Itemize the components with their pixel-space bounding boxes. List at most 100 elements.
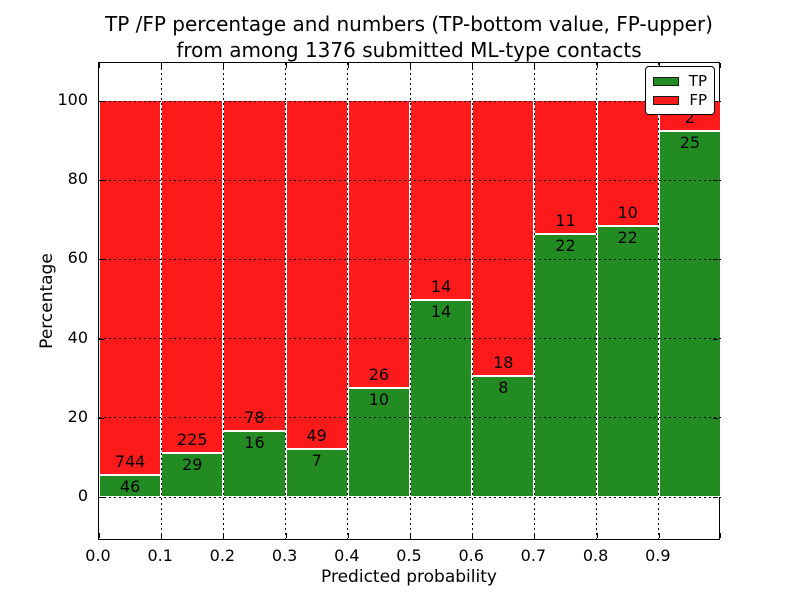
chart-legend: TP FP — [645, 66, 715, 115]
bar-label-tp: 29 — [182, 454, 203, 474]
tick-mark — [713, 101, 718, 102]
tick-mark — [658, 533, 660, 538]
bar-segment-fp — [534, 101, 597, 233]
tick-mark — [410, 533, 411, 538]
bar-label-tp: 10 — [368, 390, 390, 409]
bar-label-fp: 49 — [306, 425, 327, 445]
chart-title: TP /FP percentage and numbers (TP-bottom… — [105, 12, 713, 36]
x-tick-label: 0.1 — [147, 546, 173, 565]
tick-mark — [472, 63, 474, 68]
y-tick-label: 20 — [67, 406, 88, 426]
y-axis-label: Percentage — [37, 253, 57, 349]
y-tick-label: 80 — [67, 169, 88, 189]
tick-mark — [410, 63, 411, 68]
bar-label-tp: 22 — [617, 227, 638, 247]
bar-segment-fp — [410, 101, 473, 299]
bar-label-fp: 14 — [430, 277, 452, 296]
tick-mark — [285, 533, 287, 538]
legend-label-tp: TP — [688, 72, 707, 90]
tick-mark — [99, 63, 100, 68]
legend-row-tp: TP — [653, 72, 707, 91]
tick-mark — [596, 63, 598, 68]
y-tick-label: 100 — [57, 90, 88, 109]
tick-mark — [347, 533, 349, 538]
x-tick-label: 0.6 — [458, 546, 484, 565]
bar-label-fp: 26 — [368, 365, 390, 384]
bar-segment-fp — [161, 101, 224, 452]
tick-mark — [713, 338, 718, 340]
x-tick-label: 0.0 — [85, 546, 111, 565]
tick-mark — [161, 533, 163, 538]
tick-mark — [99, 259, 104, 261]
bar-label-fp: 10 — [617, 202, 638, 222]
tick-mark — [713, 497, 718, 498]
x-tick-label: 0.9 — [645, 546, 671, 565]
tick-mark — [223, 63, 225, 68]
bar-label-tp: 16 — [244, 432, 265, 452]
x-tick-label: 0.4 — [334, 546, 360, 565]
bar-label-fp: 18 — [493, 353, 514, 373]
tick-mark — [534, 63, 536, 68]
tick-mark — [99, 101, 104, 102]
legend-swatch-fp — [653, 96, 679, 105]
y-tick-label: 0 — [77, 486, 88, 505]
bar-segment-tp — [658, 130, 721, 497]
legend-label-fp: FP — [689, 91, 707, 109]
bar-segment-tp — [596, 224, 659, 497]
tick-mark — [223, 533, 225, 538]
bar-segment-tp — [223, 429, 286, 497]
x-tick-label: 0.3 — [271, 546, 298, 565]
bar-label-fp: 2 — [684, 108, 695, 128]
x-tick-label: 0.2 — [209, 546, 236, 565]
bar-segment-tp — [285, 447, 348, 497]
bar-segment-fp — [472, 101, 535, 376]
tick-mark — [713, 417, 718, 419]
bar-label-tp: 22 — [555, 236, 576, 255]
x-tick-label: 0.5 — [396, 546, 422, 565]
chart-subtitle: from among 1376 submitted ML-type contac… — [176, 38, 642, 62]
bar-segment-fp — [285, 101, 348, 448]
tick-mark — [720, 533, 721, 538]
bar-segment-fp — [223, 101, 286, 430]
legend-row-fp: FP — [653, 91, 707, 110]
tick-mark — [99, 338, 104, 340]
bar-label-fp: 11 — [555, 211, 576, 230]
bar-label-tp: 25 — [679, 133, 701, 153]
tick-mark — [347, 63, 349, 68]
tick-mark — [285, 63, 287, 68]
bar-segment-fp — [596, 101, 659, 225]
bar-label-fp: 744 — [114, 451, 146, 471]
bar-label-fp: 78 — [244, 407, 265, 427]
chart-title-block: TP /FP percentage and numbers (TP-bottom… — [98, 11, 720, 63]
bar-segment-fp — [99, 101, 162, 474]
bar-segment-fp — [347, 101, 410, 387]
tick-mark — [99, 533, 100, 538]
tick-mark — [720, 63, 721, 68]
bar-label-tp: 14 — [430, 302, 452, 321]
bar-segment-tp — [472, 375, 535, 497]
tick-mark — [472, 533, 474, 538]
x-axis-label: Predicted probability — [321, 567, 497, 587]
tick-mark — [161, 63, 163, 68]
tick-mark — [713, 180, 718, 182]
plot-area: 744 46 225 29 78 16 49 7 26 10 14 14 18 8 11 22 10 22 2 25 — [98, 62, 721, 541]
bar-label-tp: 8 — [498, 378, 509, 398]
tick-mark — [596, 533, 598, 538]
legend-swatch-tp — [653, 77, 679, 86]
bar-segment-tp — [347, 387, 410, 497]
x-tick-label: 0.7 — [520, 546, 547, 565]
bar-label-tp: 7 — [311, 450, 322, 470]
tick-mark — [658, 63, 660, 68]
bar-segment-tp — [534, 233, 597, 497]
bar-segment-tp — [161, 451, 224, 497]
bar-segment-tp — [99, 473, 162, 497]
bar-label-fp: 225 — [177, 429, 208, 449]
bar-segment-tp — [410, 299, 473, 497]
bar-label-tp: 46 — [119, 476, 141, 496]
x-tick-label: 0.8 — [582, 546, 609, 565]
tick-mark — [713, 259, 718, 261]
tick-mark — [99, 180, 104, 182]
y-tick-label: 60 — [67, 248, 88, 268]
tick-mark — [99, 497, 104, 498]
